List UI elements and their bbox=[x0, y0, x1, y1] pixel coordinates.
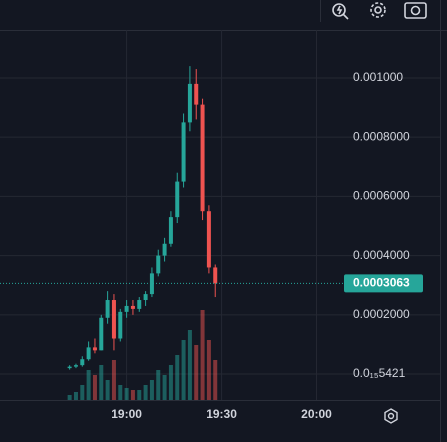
x-tick-label: 20:00 bbox=[301, 407, 332, 421]
candle-body bbox=[67, 366, 72, 369]
candle-body bbox=[99, 317, 104, 351]
candle-body bbox=[206, 211, 211, 268]
volume-bar bbox=[143, 385, 148, 400]
volume-bar bbox=[92, 375, 97, 400]
axis-settings-icon[interactable] bbox=[384, 408, 398, 424]
volume-bar bbox=[194, 345, 199, 400]
volume-bar bbox=[86, 370, 91, 400]
volume-bar bbox=[168, 365, 173, 400]
volume-bar bbox=[213, 360, 218, 400]
y-tick-label: 0.0008000 bbox=[353, 129, 410, 143]
candle-body bbox=[162, 243, 167, 256]
candle-body bbox=[80, 359, 85, 366]
y-tick-label: 0.0₁₅5421 bbox=[353, 366, 406, 380]
candle-body bbox=[73, 365, 78, 367]
candle-body bbox=[143, 294, 148, 301]
volume-bar bbox=[156, 370, 161, 400]
last-price-box bbox=[344, 274, 423, 293]
volume-bar bbox=[200, 310, 205, 400]
volume-bar bbox=[162, 375, 167, 400]
candle-body bbox=[137, 300, 142, 309]
candle-body bbox=[130, 305, 135, 309]
candle-body bbox=[111, 300, 116, 339]
volume-bar bbox=[187, 330, 192, 400]
candle-body bbox=[105, 300, 110, 318]
candle-body bbox=[149, 273, 154, 295]
volume-bar bbox=[149, 380, 154, 400]
x-tick-label: 19:00 bbox=[111, 407, 142, 421]
volume-bar bbox=[105, 380, 110, 400]
candle-body bbox=[213, 267, 218, 284]
volume-bar bbox=[73, 392, 78, 400]
settings-icon[interactable] bbox=[370, 2, 386, 18]
candle-body bbox=[175, 181, 180, 218]
volume-bar bbox=[175, 355, 180, 400]
volume-bar bbox=[67, 395, 72, 400]
candle-body bbox=[187, 83, 192, 123]
volume-bar bbox=[118, 385, 123, 400]
volume-bar bbox=[137, 390, 142, 400]
last-price-label: 0.0003063 bbox=[353, 276, 410, 290]
y-tick-label: 0.0002000 bbox=[353, 307, 410, 321]
candle-body bbox=[124, 305, 129, 312]
y-tick-label: 0.0004000 bbox=[353, 248, 410, 262]
search-icon[interactable] bbox=[332, 3, 349, 20]
volume-bar bbox=[111, 360, 116, 400]
toolbar-icons bbox=[332, 2, 427, 20]
candle-body bbox=[181, 122, 186, 182]
candle-body bbox=[92, 347, 97, 351]
volume-bar bbox=[99, 365, 104, 400]
candle-body bbox=[156, 255, 161, 274]
volume-bar bbox=[80, 385, 85, 400]
candle-body bbox=[118, 311, 123, 339]
volume-bar bbox=[130, 390, 135, 400]
candle-body bbox=[194, 83, 199, 105]
camera-icon[interactable] bbox=[404, 2, 427, 19]
candle-body bbox=[168, 217, 173, 244]
candle-body bbox=[86, 347, 91, 360]
y-tick-label: 0.0006000 bbox=[353, 189, 410, 203]
volume-bar bbox=[124, 388, 129, 400]
volume-bar bbox=[206, 340, 211, 400]
x-tick-label: 19:30 bbox=[206, 407, 237, 421]
y-tick-label: 0.001000 bbox=[353, 70, 403, 84]
candle-body bbox=[200, 104, 205, 212]
volume-bar bbox=[181, 340, 186, 400]
